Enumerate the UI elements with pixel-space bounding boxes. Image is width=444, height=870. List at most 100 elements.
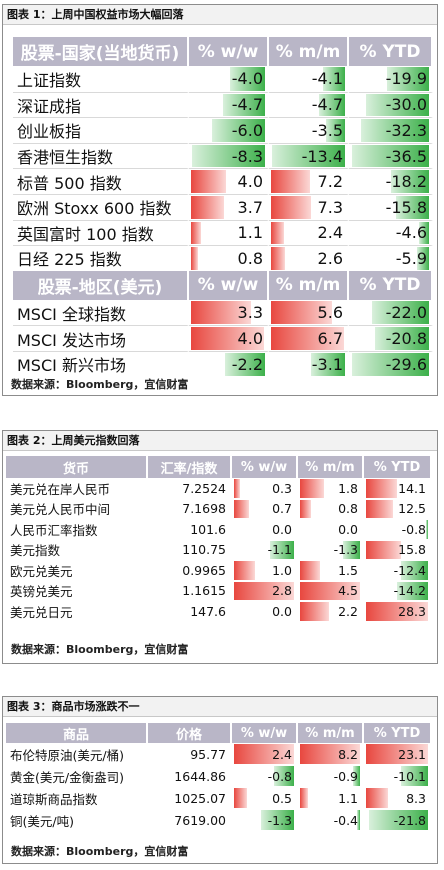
ww-cell: 3.3 xyxy=(189,299,269,326)
row-label: 深证成指 xyxy=(13,91,189,118)
header-cell: % YTD xyxy=(349,37,433,66)
positive-data-bar xyxy=(191,195,224,219)
positive-data-bar xyxy=(366,479,397,498)
mm-cell: 1.8 xyxy=(298,478,364,499)
ww-cell: -8.3 xyxy=(189,142,269,169)
table-header-row: 股票-国家(当地货币) % w/w % m/m % YTD xyxy=(13,37,433,66)
ww-cell: 2.8 xyxy=(232,580,298,601)
equity-region-body: MSCI 全球指数 3.3 5.6 -22.0 MSCI 发达市场 4.0 6.7 -20.8… xyxy=(13,299,433,377)
price-cell: 1025.07 xyxy=(148,787,232,809)
table-row: 欧元兑美元 0.9965 1.0 1.5 -12.4 xyxy=(6,560,432,581)
negative-data-bar xyxy=(416,247,429,270)
mm-cell: 7.3 xyxy=(269,193,349,220)
row-label: 美元兑人民币中间 xyxy=(6,498,148,519)
panel-currency: 图表 2：上周美元指数回落 数据来源：Bloomberg，宜信财富 xyxy=(2,430,438,664)
table-row: 日经 225 指数 0.8 2.6 -5.9 xyxy=(13,245,433,271)
table-row: 美元兑日元 147.6 0.0 2.2 28.3 xyxy=(6,601,432,622)
ytd-cell: -12.4 xyxy=(364,560,432,581)
row-label: 黄金(美元/金衡盎司) xyxy=(6,765,148,787)
header-cell: % w/w xyxy=(189,37,269,66)
ytd-cell: -18.2 xyxy=(349,168,433,194)
positive-data-bar xyxy=(366,788,389,808)
table-row: 道琼斯商品指数 1025.07 0.5 1.1 8.3 xyxy=(6,787,432,809)
negative-data-bar xyxy=(223,93,265,117)
value-text: 5.6 xyxy=(317,303,343,323)
table-header-row: 股票-地区(美元) % w/w % m/m % YTD xyxy=(13,270,433,300)
ww-cell: -1.3 xyxy=(232,809,298,831)
ww-cell: 0.7 xyxy=(232,498,298,519)
negative-data-bar xyxy=(319,93,345,117)
value-text: -0.8 xyxy=(401,521,426,537)
header-cell: 股票-地区(美元) xyxy=(13,270,189,300)
ww-cell: 0.0 xyxy=(232,601,298,622)
ww-cell: 4.0 xyxy=(189,325,269,351)
header-cell: % m/m xyxy=(298,723,364,743)
row-label: 香港恒生指数 xyxy=(13,142,189,169)
header-cell: % m/m xyxy=(269,270,349,300)
negative-data-bar xyxy=(322,67,345,91)
positive-data-bar xyxy=(234,499,250,518)
ytd-cell: -29.6 xyxy=(349,350,433,377)
panel-title: 图表 2：上周美元指数回落 xyxy=(3,431,437,451)
positive-data-bar xyxy=(234,479,241,498)
negative-data-bar xyxy=(353,766,360,786)
value-text: -1.3 xyxy=(333,542,358,558)
mm-cell: 5.6 xyxy=(269,299,349,326)
positive-data-bar xyxy=(191,247,199,270)
value-text: -8.3 xyxy=(231,146,263,166)
value-text: 3.3 xyxy=(237,303,263,323)
table-row: 香港恒生指数 -8.3 -13.4 -36.5 xyxy=(13,142,433,169)
negative-data-bar xyxy=(395,195,429,219)
negative-data-bar xyxy=(191,144,265,168)
value-text: 1.8 xyxy=(338,480,358,496)
negative-data-bar xyxy=(396,581,428,600)
rate-cell: 1.1615 xyxy=(148,580,232,601)
mm-cell: -13.4 xyxy=(269,142,349,169)
mm-cell: 2.6 xyxy=(269,245,349,271)
ytd-cell: -32.3 xyxy=(349,117,433,143)
ww-cell: -6.0 xyxy=(189,117,269,143)
header-cell: % YTD xyxy=(364,456,432,478)
value-text: 28.3 xyxy=(398,603,426,619)
row-label: MSCI 发达市场 xyxy=(13,325,189,351)
negative-data-bar xyxy=(386,67,429,91)
mm-cell: 2.2 xyxy=(298,601,364,622)
negative-data-bar xyxy=(357,810,360,830)
value-text: -30.0 xyxy=(385,95,427,115)
ytd-cell: -15.8 xyxy=(349,193,433,220)
row-label: 欧洲 Stoxx 600 指数 xyxy=(13,193,189,220)
table-row: 标普 500 指数 4.0 7.2 -18.2 xyxy=(13,168,433,194)
table-row: MSCI 全球指数 3.3 5.6 -22.0 xyxy=(13,299,433,326)
equity-country-body: 上证指数 -4.0 -4.1 -19.9 深证成指 -4.7 -4.7 -30.0 创业板指 -6… xyxy=(13,66,433,271)
value-text: 0.8 xyxy=(338,501,358,517)
ww-cell: -1.1 xyxy=(232,539,298,560)
value-text: 7.2 xyxy=(317,172,343,192)
table-row: 黄金(美元/金衡盎司) 1644.86 -0.8 -0.9 -10.1 xyxy=(6,765,432,787)
value-text: -12.4 xyxy=(393,562,426,578)
row-label: 美元指数 xyxy=(6,539,148,560)
row-label: 英镑兑美元 xyxy=(6,580,148,601)
positive-data-bar xyxy=(300,479,325,498)
header-cell: % YTD xyxy=(364,723,432,743)
value-text: -29.6 xyxy=(385,354,427,374)
value-text: 3.7 xyxy=(237,197,263,217)
header-cell: % m/m xyxy=(269,37,349,66)
ytd-cell: -30.0 xyxy=(349,91,433,118)
ww-cell: 0.0 xyxy=(232,519,298,540)
positive-data-bar xyxy=(271,221,285,245)
ytd-cell: 23.1 xyxy=(364,743,432,765)
ytd-cell: -20.8 xyxy=(349,325,433,351)
value-text: -4.6 xyxy=(395,223,427,243)
positive-data-bar xyxy=(234,788,247,808)
ww-cell: 0.8 xyxy=(189,245,269,271)
mm-cell: 1.1 xyxy=(298,787,364,809)
mm-cell: -3.5 xyxy=(269,117,349,143)
rate-cell: 147.6 xyxy=(148,601,232,622)
value-text: 0.0 xyxy=(272,603,292,619)
mm-cell: 4.5 xyxy=(298,580,364,601)
value-text: 2.2 xyxy=(338,603,358,619)
negative-data-bar xyxy=(351,352,429,376)
value-text: -4.7 xyxy=(311,95,343,115)
mm-cell: 7.2 xyxy=(269,168,349,194)
negative-data-bar xyxy=(270,540,294,559)
